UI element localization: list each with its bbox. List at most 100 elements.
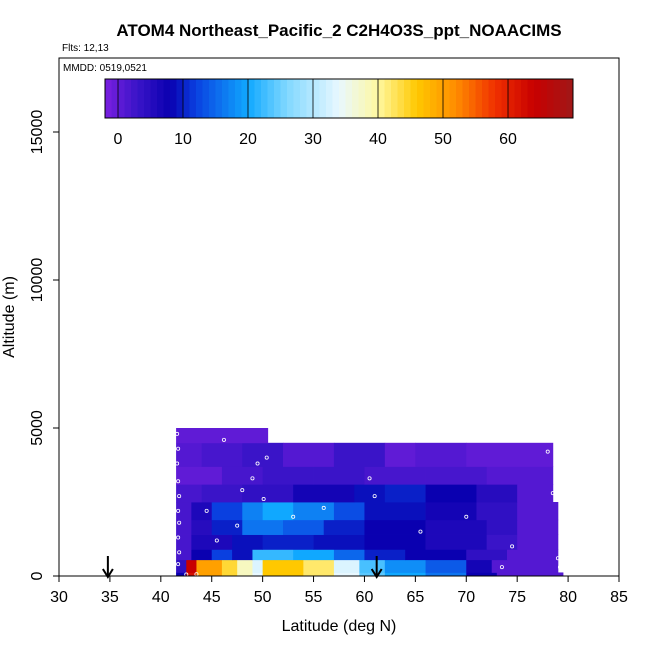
heatmap-cell: [405, 549, 467, 561]
x-tick-label: 35: [101, 589, 119, 606]
colorbar-swatch: [183, 79, 190, 118]
colorbar-swatch: [423, 79, 431, 118]
heatmap-cell: [517, 534, 559, 550]
heatmap-cell: [262, 466, 314, 485]
heatmap-cell: [425, 534, 488, 550]
colorbar-swatch: [215, 79, 223, 118]
heatmap-cell: [211, 549, 233, 561]
colorbar-swatch: [469, 79, 476, 118]
colorbar-swatch: [306, 79, 314, 118]
heatmap-cell: [237, 572, 253, 577]
sample-point: [255, 461, 260, 466]
heatmap-cell: [333, 559, 360, 573]
heatmap-cell: [176, 519, 192, 535]
flight-marker-arrow: [370, 556, 383, 579]
colorbar-swatch: [495, 79, 502, 118]
sample-point: [367, 476, 372, 481]
x-tick-label: 50: [254, 589, 272, 606]
heatmap-cell: [242, 519, 284, 535]
colorbar-tick-label: 10: [174, 131, 192, 148]
heatmap-cell: [232, 549, 253, 561]
colorbar-tick-label: 50: [434, 131, 452, 148]
sample-point: [221, 437, 226, 442]
heatmap-cell: [242, 502, 264, 521]
flight-markers: [102, 556, 383, 579]
heatmap-cell: [176, 442, 202, 467]
colorbar-swatch: [345, 79, 353, 118]
heatmap-cell: [333, 502, 365, 521]
colorbar-swatch: [449, 79, 457, 118]
colorbar-swatch: [157, 79, 164, 118]
heatmap-cell: [252, 572, 264, 577]
colorbar-swatch: [326, 79, 333, 118]
sample-point: [176, 508, 181, 513]
heatmap-cell: [364, 466, 426, 485]
colorbar-swatch: [280, 79, 288, 118]
heatmap-cell: [425, 502, 477, 521]
colorbar-swatch: [137, 79, 145, 118]
heatmap-cell: [425, 466, 488, 485]
heatmap-cell: [384, 442, 416, 467]
heatmap-cell: [359, 572, 386, 577]
colorbar-swatch: [118, 79, 125, 118]
heatmap-cell: [242, 484, 294, 503]
heatmap-cell: [476, 484, 518, 503]
colorbar-swatch: [196, 79, 203, 118]
colorbar-swatch: [332, 79, 340, 118]
sample-point: [204, 508, 209, 513]
sample-point: [321, 505, 326, 510]
sample-point: [240, 488, 245, 493]
colorbar-swatch: [274, 79, 281, 118]
sample-point: [499, 565, 504, 570]
x-tick-label: 65: [406, 589, 424, 606]
colorbar-swatch: [443, 79, 450, 118]
heatmap-cell: [283, 519, 325, 535]
heatmap-cell: [313, 466, 365, 485]
sample-point: [214, 538, 219, 543]
colorbar-swatch: [404, 79, 411, 118]
colorbar-swatch: [176, 79, 184, 118]
heatmap-cell: [201, 484, 243, 503]
heatmap-cell: [176, 484, 202, 503]
colorbar-swatch: [222, 79, 229, 118]
heatmap-cell: [333, 549, 365, 561]
colorbar-swatch: [430, 79, 437, 118]
heatmap-cell: [262, 502, 294, 521]
colorbar-swatch: [267, 79, 275, 118]
colorbar-swatch: [111, 79, 119, 118]
x-tick-label: 85: [610, 589, 628, 606]
heatmap-cell: [496, 572, 564, 577]
heatmap-cell: [486, 519, 518, 535]
heatmap-cell: [384, 484, 426, 503]
heatmap-cell: [176, 428, 269, 444]
colorbar-swatch: [209, 79, 216, 118]
sample-point: [555, 556, 560, 561]
sample-point: [176, 446, 181, 451]
heatmap-cell: [221, 559, 238, 573]
heatmap-cell: [211, 502, 243, 521]
colorbar: 0 10 20 30 40 50 60: [104, 78, 574, 148]
colorbar-swatch: [508, 79, 515, 118]
heatmap-cell: [425, 519, 488, 535]
heatmap-cell: [333, 572, 360, 577]
colorbar-swatch: [540, 79, 548, 118]
colorbar-swatch: [384, 79, 392, 118]
x-tick-label: 45: [203, 589, 221, 606]
heatmap-cell: [333, 442, 386, 467]
heatmap-cell: [517, 484, 554, 503]
colorbar-swatch: [293, 79, 301, 118]
colorbar-swatch: [417, 79, 424, 118]
x-tick-label: 75: [508, 589, 526, 606]
colorbar-swatch: [261, 79, 268, 118]
heatmap-cell: [196, 559, 223, 573]
colorbar-swatch: [358, 79, 366, 118]
colorbar-swatch: [248, 79, 255, 118]
sample-point: [264, 455, 269, 460]
heatmap-cell: [303, 559, 335, 573]
heatmap-cell: [262, 534, 314, 550]
sample-point: [176, 535, 181, 540]
heatmap-cell: [486, 534, 518, 550]
colorbar-swatch: [150, 79, 158, 118]
x-tick-label: 70: [457, 589, 475, 606]
